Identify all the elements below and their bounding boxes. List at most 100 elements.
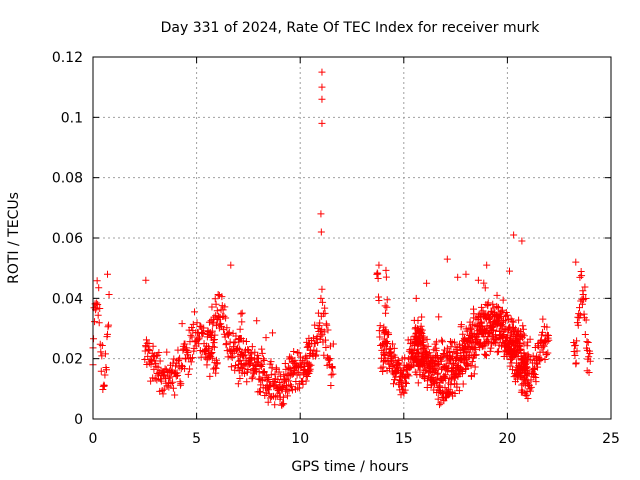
data-point-marker bbox=[275, 368, 283, 376]
data-point-marker bbox=[267, 358, 275, 366]
data-point-marker bbox=[582, 295, 590, 303]
data-point-marker bbox=[148, 356, 156, 364]
data-point-marker bbox=[317, 210, 325, 218]
data-point-marker bbox=[227, 363, 235, 371]
data-point-marker bbox=[260, 356, 268, 364]
y-tick-label: 0 bbox=[74, 412, 83, 428]
data-point-marker bbox=[434, 395, 442, 403]
data-point-marker bbox=[304, 366, 312, 374]
data-point-marker bbox=[467, 324, 475, 332]
data-point-marker bbox=[414, 379, 422, 387]
data-point-marker bbox=[188, 354, 196, 362]
data-point-marker bbox=[244, 366, 252, 374]
data-point-marker bbox=[95, 319, 103, 327]
y-tick-label: 0.08 bbox=[52, 171, 83, 187]
data-point-marker bbox=[519, 322, 527, 330]
data-point-marker bbox=[258, 345, 266, 353]
data-point-marker bbox=[583, 338, 591, 346]
data-point-marker bbox=[266, 394, 274, 402]
data-point-marker bbox=[104, 330, 112, 338]
data-point-marker bbox=[155, 349, 163, 357]
data-point-marker bbox=[213, 359, 221, 367]
data-point-marker bbox=[441, 394, 449, 402]
data-point-marker bbox=[376, 322, 384, 330]
data-point-marker bbox=[210, 343, 218, 351]
data-point-marker bbox=[450, 338, 458, 346]
data-point-marker bbox=[255, 388, 263, 396]
data-point-marker bbox=[208, 303, 216, 311]
data-point-marker bbox=[296, 384, 304, 392]
data-point-marker bbox=[213, 307, 221, 315]
data-point-marker bbox=[276, 379, 284, 387]
data-point-marker bbox=[495, 347, 503, 355]
data-point-marker bbox=[425, 349, 433, 357]
data-point-marker bbox=[97, 348, 105, 356]
data-point-marker bbox=[318, 285, 326, 293]
data-point-marker bbox=[91, 318, 99, 326]
data-point-marker bbox=[527, 383, 535, 391]
data-point-marker bbox=[526, 335, 534, 343]
data-point-marker bbox=[382, 273, 390, 281]
data-point-marker bbox=[463, 327, 471, 335]
y-tick-label: 0.02 bbox=[52, 352, 83, 368]
data-point-marker bbox=[585, 369, 593, 377]
y-axis-label: ROTI / TECUs bbox=[6, 192, 22, 284]
data-point-marker bbox=[271, 370, 279, 378]
data-point-marker bbox=[383, 303, 391, 311]
data-point-marker bbox=[265, 375, 273, 383]
data-point-marker bbox=[432, 347, 440, 355]
data-point-marker bbox=[490, 326, 498, 334]
data-point-marker bbox=[406, 364, 414, 372]
data-point-marker bbox=[499, 296, 507, 304]
data-point-marker bbox=[289, 370, 297, 378]
data-point-marker bbox=[214, 291, 222, 299]
data-point-marker bbox=[320, 328, 328, 336]
data-point-marker bbox=[420, 341, 428, 349]
data-point-marker bbox=[389, 340, 397, 348]
data-point-marker bbox=[584, 339, 592, 347]
data-point-marker bbox=[277, 372, 285, 380]
data-point-marker bbox=[222, 314, 230, 322]
data-point-marker bbox=[488, 340, 496, 348]
data-point-marker bbox=[145, 339, 153, 347]
data-point-marker bbox=[381, 326, 389, 334]
data-point-marker bbox=[573, 347, 581, 355]
data-point-marker bbox=[160, 385, 168, 393]
data-point-marker bbox=[505, 267, 513, 275]
data-point-marker bbox=[317, 228, 325, 236]
data-point-marker bbox=[483, 337, 491, 345]
data-point-marker bbox=[321, 309, 329, 317]
data-point-marker bbox=[286, 364, 294, 372]
data-point-marker bbox=[382, 266, 390, 274]
data-point-marker bbox=[572, 258, 580, 266]
x-tick-label: 25 bbox=[602, 431, 620, 447]
data-point-marker bbox=[193, 319, 201, 327]
data-point-marker bbox=[489, 300, 497, 308]
data-point-marker bbox=[503, 311, 511, 319]
data-point-marker bbox=[305, 360, 313, 368]
data-point-marker bbox=[327, 371, 335, 379]
data-point-marker bbox=[302, 377, 310, 385]
data-point-marker bbox=[93, 299, 101, 307]
data-point-marker bbox=[258, 360, 266, 368]
data-point-marker bbox=[165, 374, 173, 382]
data-point-marker bbox=[171, 391, 179, 399]
y-tick-label: 0.1 bbox=[61, 110, 83, 126]
data-point-marker bbox=[323, 321, 331, 329]
data-point-marker bbox=[98, 352, 106, 360]
data-point-marker bbox=[576, 304, 584, 312]
data-point-marker bbox=[433, 338, 441, 346]
data-point-marker bbox=[264, 398, 272, 406]
data-point-marker bbox=[430, 368, 438, 376]
data-point-marker bbox=[253, 317, 261, 325]
data-point-marker bbox=[511, 341, 519, 349]
data-point-marker bbox=[208, 354, 216, 362]
data-point-marker bbox=[161, 365, 169, 373]
data-point-marker bbox=[242, 337, 250, 345]
x-tick-label: 5 bbox=[192, 431, 201, 447]
data-point-marker bbox=[153, 376, 161, 384]
data-point-marker bbox=[178, 320, 186, 328]
data-point-marker bbox=[571, 352, 579, 360]
data-point-marker bbox=[271, 401, 279, 409]
